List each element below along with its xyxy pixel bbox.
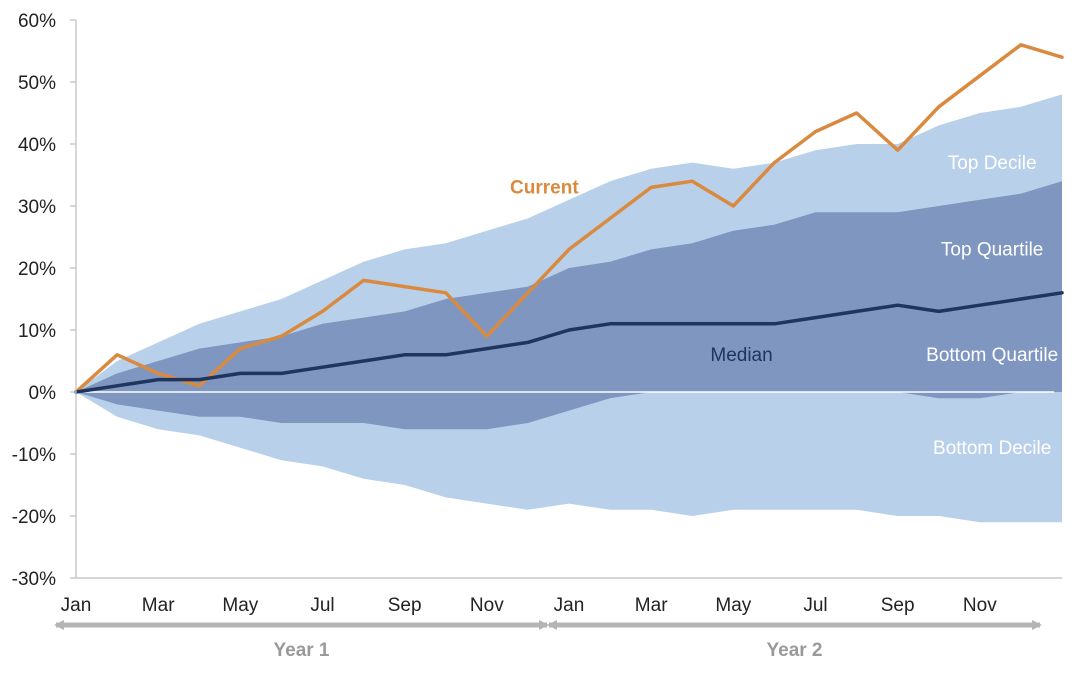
bottom-decile-label: Bottom Decile [933,438,1051,459]
x-tick-label: May [222,595,258,616]
series-lines [74,43,1064,394]
current-series-line [74,43,1064,394]
x-tick-label: May [715,595,751,616]
x-tick-label: Nov [963,595,997,616]
y-tick-label: 10% [18,321,56,342]
x-tick-label: Jul [310,595,334,616]
x-tick-label: Sep [388,595,422,616]
top-quartile-label: Top Quartile [941,240,1043,261]
y-tick-label: 60% [18,11,56,32]
current-series-label: Current [510,178,579,199]
x-tick-label: Nov [470,595,504,616]
y-tick-label: 0% [29,383,57,404]
axes: 60%50%40%30%20%10%0%-10%-20%-30%Jan Mar Ma… [12,11,1062,630]
median-series-line [74,291,1064,394]
x-tick-label: Mar [142,595,175,616]
y-tick-label: 30% [18,197,56,218]
year-1-label: Year 1 [274,640,330,661]
chart-labels: Year 1 Year 2 Top Decile Top Quartile Bottom… [274,153,1059,661]
median-series-label: Median [710,345,772,366]
bottom-quartile-label: Bottom Quartile [926,345,1058,366]
y-tick-label: -20% [12,507,56,528]
y-tick-label: -10% [12,445,56,466]
top-decile-label: Top Decile [948,153,1037,174]
x-tick-label: Sep [881,595,915,616]
y-tick-label: 40% [18,135,56,156]
x-tick-label: Jan [61,595,92,616]
x-tick-label: Mar [635,595,668,616]
y-tick-label: -30% [12,569,56,590]
x-tick-label: Jan [554,595,585,616]
year-2-label: Year 2 [767,640,823,661]
y-tick-label: 50% [18,73,56,94]
y-tick-label: 20% [18,259,56,280]
x-tick-label: Jul [803,595,827,616]
